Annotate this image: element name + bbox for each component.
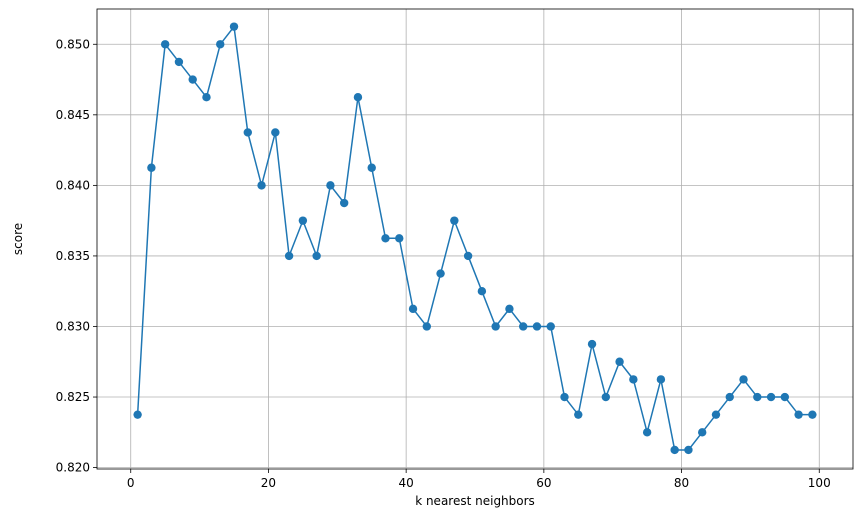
data-point: [642, 428, 652, 437]
data-point: [202, 92, 211, 102]
y-tick-label: 0.840: [56, 178, 90, 192]
data-point: [229, 22, 239, 31]
data-point: [463, 251, 473, 261]
data-point: [133, 410, 142, 419]
plot-frame: [96, 8, 854, 470]
data-point: [794, 410, 803, 419]
data-point: [615, 357, 624, 366]
data-point: [408, 304, 418, 314]
y-tick-label: 0.820: [56, 461, 90, 475]
data-point: [587, 339, 597, 349]
data-point: [381, 234, 390, 243]
y-tick-label: 0.825: [56, 390, 90, 404]
data-point: [656, 375, 666, 384]
data-point: [725, 392, 734, 402]
data-point: [436, 269, 445, 278]
data-point: [766, 392, 776, 402]
series-markers: [133, 22, 817, 455]
data-point: [271, 128, 280, 137]
data-point: [395, 234, 404, 243]
y-tick-label: 0.845: [56, 108, 90, 122]
data-point: [477, 287, 487, 296]
data-point: [560, 392, 569, 402]
data-point: [711, 410, 721, 419]
data-point: [339, 198, 349, 208]
data-point: [284, 251, 294, 261]
data-point: [174, 57, 184, 67]
data-point: [353, 92, 363, 102]
x-tick-label: 20: [261, 476, 276, 490]
data-point: [147, 163, 156, 172]
y-axis-label: score: [11, 223, 25, 255]
data-point: [188, 75, 197, 84]
x-tick-label: 60: [536, 476, 551, 490]
data-point: [518, 322, 528, 331]
data-point: [422, 322, 432, 331]
grid-lines: [97, 9, 853, 469]
data-point: [601, 392, 611, 402]
data-point: [808, 410, 817, 419]
data-point: [684, 445, 693, 455]
data-point: [243, 128, 252, 137]
series-line: [136, 24, 813, 451]
data-point: [698, 428, 707, 437]
data-point: [160, 40, 170, 49]
data-point: [546, 322, 555, 331]
data-point: [574, 410, 583, 419]
data-point: [780, 392, 790, 402]
data-point: [753, 392, 762, 402]
data-point: [739, 375, 748, 384]
x-tick-label: 80: [674, 476, 689, 490]
data-point: [312, 251, 321, 261]
data-point: [216, 40, 225, 49]
data-point: [298, 216, 308, 225]
data-point: [326, 181, 335, 190]
data-point: [367, 163, 376, 172]
y-tick-label: 0.850: [56, 37, 90, 51]
data-point: [532, 322, 542, 331]
x-tick-label: 0: [127, 476, 135, 490]
y-tick-label: 0.835: [56, 249, 90, 263]
y-tick-label: 0.830: [56, 319, 90, 333]
data-point: [629, 375, 638, 384]
x-axis-label: k nearest neighbors: [415, 494, 535, 508]
x-tick-label: 40: [399, 476, 414, 490]
data-point: [450, 216, 459, 225]
axis-ticks: 0 20 40 60 80 100 0.820 0.825 0.830 0.835 0.840 0.8…: [56, 37, 831, 490]
data-point: [257, 181, 266, 190]
data-point: [491, 322, 500, 331]
data-point: [670, 445, 679, 455]
x-tick-label: 100: [808, 476, 831, 490]
data-point: [505, 304, 514, 314]
